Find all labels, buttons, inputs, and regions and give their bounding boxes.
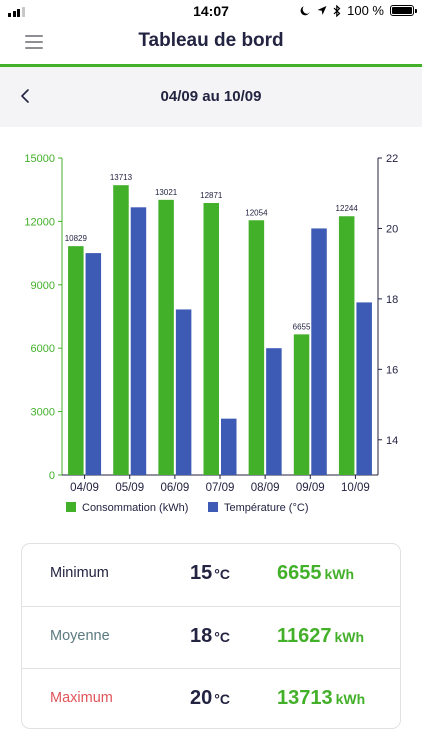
temperature-bar: [266, 348, 282, 475]
stats-temperature: 18 °C: [190, 625, 230, 647]
left-axis-tick-label: 15000: [24, 153, 55, 165]
stats-card: Minimum 15 °C 6655 kWh Moyenne 18 °C 11627 k…: [21, 543, 401, 729]
temperature-bar: [221, 418, 237, 475]
consumption-bar: [338, 216, 355, 475]
stats-row-average: Moyenne 18 °C 11627 kWh: [22, 606, 400, 668]
x-axis-tick-label: 09/09: [296, 482, 325, 494]
consumption-data-label: 12054: [245, 208, 268, 217]
stats-temperature: 20 °C: [190, 687, 230, 709]
x-axis-tick-label: 04/09: [70, 482, 99, 494]
x-axis-tick-label: 05/09: [115, 482, 144, 494]
legend-swatch-temperature: [208, 502, 218, 512]
left-axis-tick-label: 6000: [31, 343, 55, 355]
consumption-data-label: 13021: [155, 188, 178, 197]
cellular-signal-icon: [8, 7, 25, 17]
consumption-data-label: 6655: [293, 322, 311, 331]
stats-row-maximum: Maximum 20 °C 13713 kWh: [22, 668, 400, 730]
left-axis-tick-label: 0: [49, 470, 55, 482]
consumption-bar: [68, 246, 84, 475]
app-header: Tableau de bord: [0, 22, 422, 64]
moon-icon: [300, 6, 310, 16]
consumption-bar: [293, 334, 310, 475]
temperature-bar: [130, 207, 147, 476]
temperature-bar: [85, 253, 102, 475]
consumption-bar: [248, 220, 265, 475]
temperature-bar: [356, 302, 372, 475]
x-axis-tick-label: 08/09: [251, 482, 280, 494]
temperature-bar: [311, 228, 327, 475]
consumption-temperature-chart: 0 3000 6000 9000 12000 15000 14 16 18 20 22 10829 04…: [0, 145, 422, 530]
battery-percent: 100 %: [347, 3, 384, 18]
period-bar: 04/09 au 10/09: [0, 67, 422, 127]
stats-label: Maximum: [50, 690, 113, 706]
stats-label: Minimum: [50, 565, 109, 581]
stats-consumption: 11627 kWh: [277, 625, 365, 647]
left-axis-tick-label: 3000: [31, 407, 55, 419]
stats-consumption: 13713 kWh: [277, 687, 366, 709]
period-label: 04/09 au 10/09: [160, 88, 262, 105]
right-axis-tick-label: 22: [386, 153, 398, 165]
left-axis-tick-label: 9000: [31, 280, 55, 292]
stats-row-minimum: Minimum 15 °C 6655 kWh: [22, 544, 400, 606]
right-axis-tick-label: 14: [386, 435, 398, 447]
x-axis-tick-label: 10/09: [341, 482, 370, 494]
hamburger-menu-icon[interactable]: [25, 35, 43, 49]
consumption-data-label: 12871: [200, 191, 223, 200]
consumption-bar: [113, 185, 129, 475]
chart-svg: 0 3000 6000 9000 12000 15000 14 16 18 20 22 10829 04…: [24, 153, 398, 514]
header-accent-line: [0, 64, 422, 67]
consumption-bar: [158, 199, 174, 475]
status-bar: 14:07 100 %: [0, 0, 422, 22]
x-axis-tick-label: 06/09: [160, 482, 189, 494]
consumption-data-label: 10829: [65, 234, 88, 243]
temperature-bar: [175, 309, 192, 475]
legend-label-temperature: Température (°C): [224, 502, 308, 514]
page-title: Tableau de bord: [138, 30, 284, 51]
consumption-bar: [203, 202, 219, 475]
legend-swatch-consumption: [66, 502, 76, 512]
battery-icon: [390, 5, 417, 16]
legend-label-consumption: Consommation (kWh): [82, 502, 188, 514]
status-time: 14:07: [193, 3, 229, 19]
right-axis-tick-label: 16: [386, 364, 398, 376]
left-axis-tick-label: 12000: [24, 216, 55, 228]
x-axis-tick-label: 07/09: [206, 482, 235, 494]
chevron-left-icon[interactable]: [18, 87, 34, 105]
right-axis-tick-label: 18: [386, 294, 398, 306]
stats-temperature: 15 °C: [190, 562, 230, 584]
location-arrow-icon: [317, 6, 327, 15]
status-icons: 100 %: [300, 3, 417, 18]
bluetooth-icon: [333, 4, 341, 17]
right-axis-tick-label: 20: [386, 223, 398, 235]
stats-label: Moyenne: [50, 628, 110, 644]
consumption-data-label: 12244: [336, 204, 359, 213]
consumption-data-label: 13713: [110, 173, 133, 182]
stats-consumption: 6655 kWh: [277, 562, 355, 584]
